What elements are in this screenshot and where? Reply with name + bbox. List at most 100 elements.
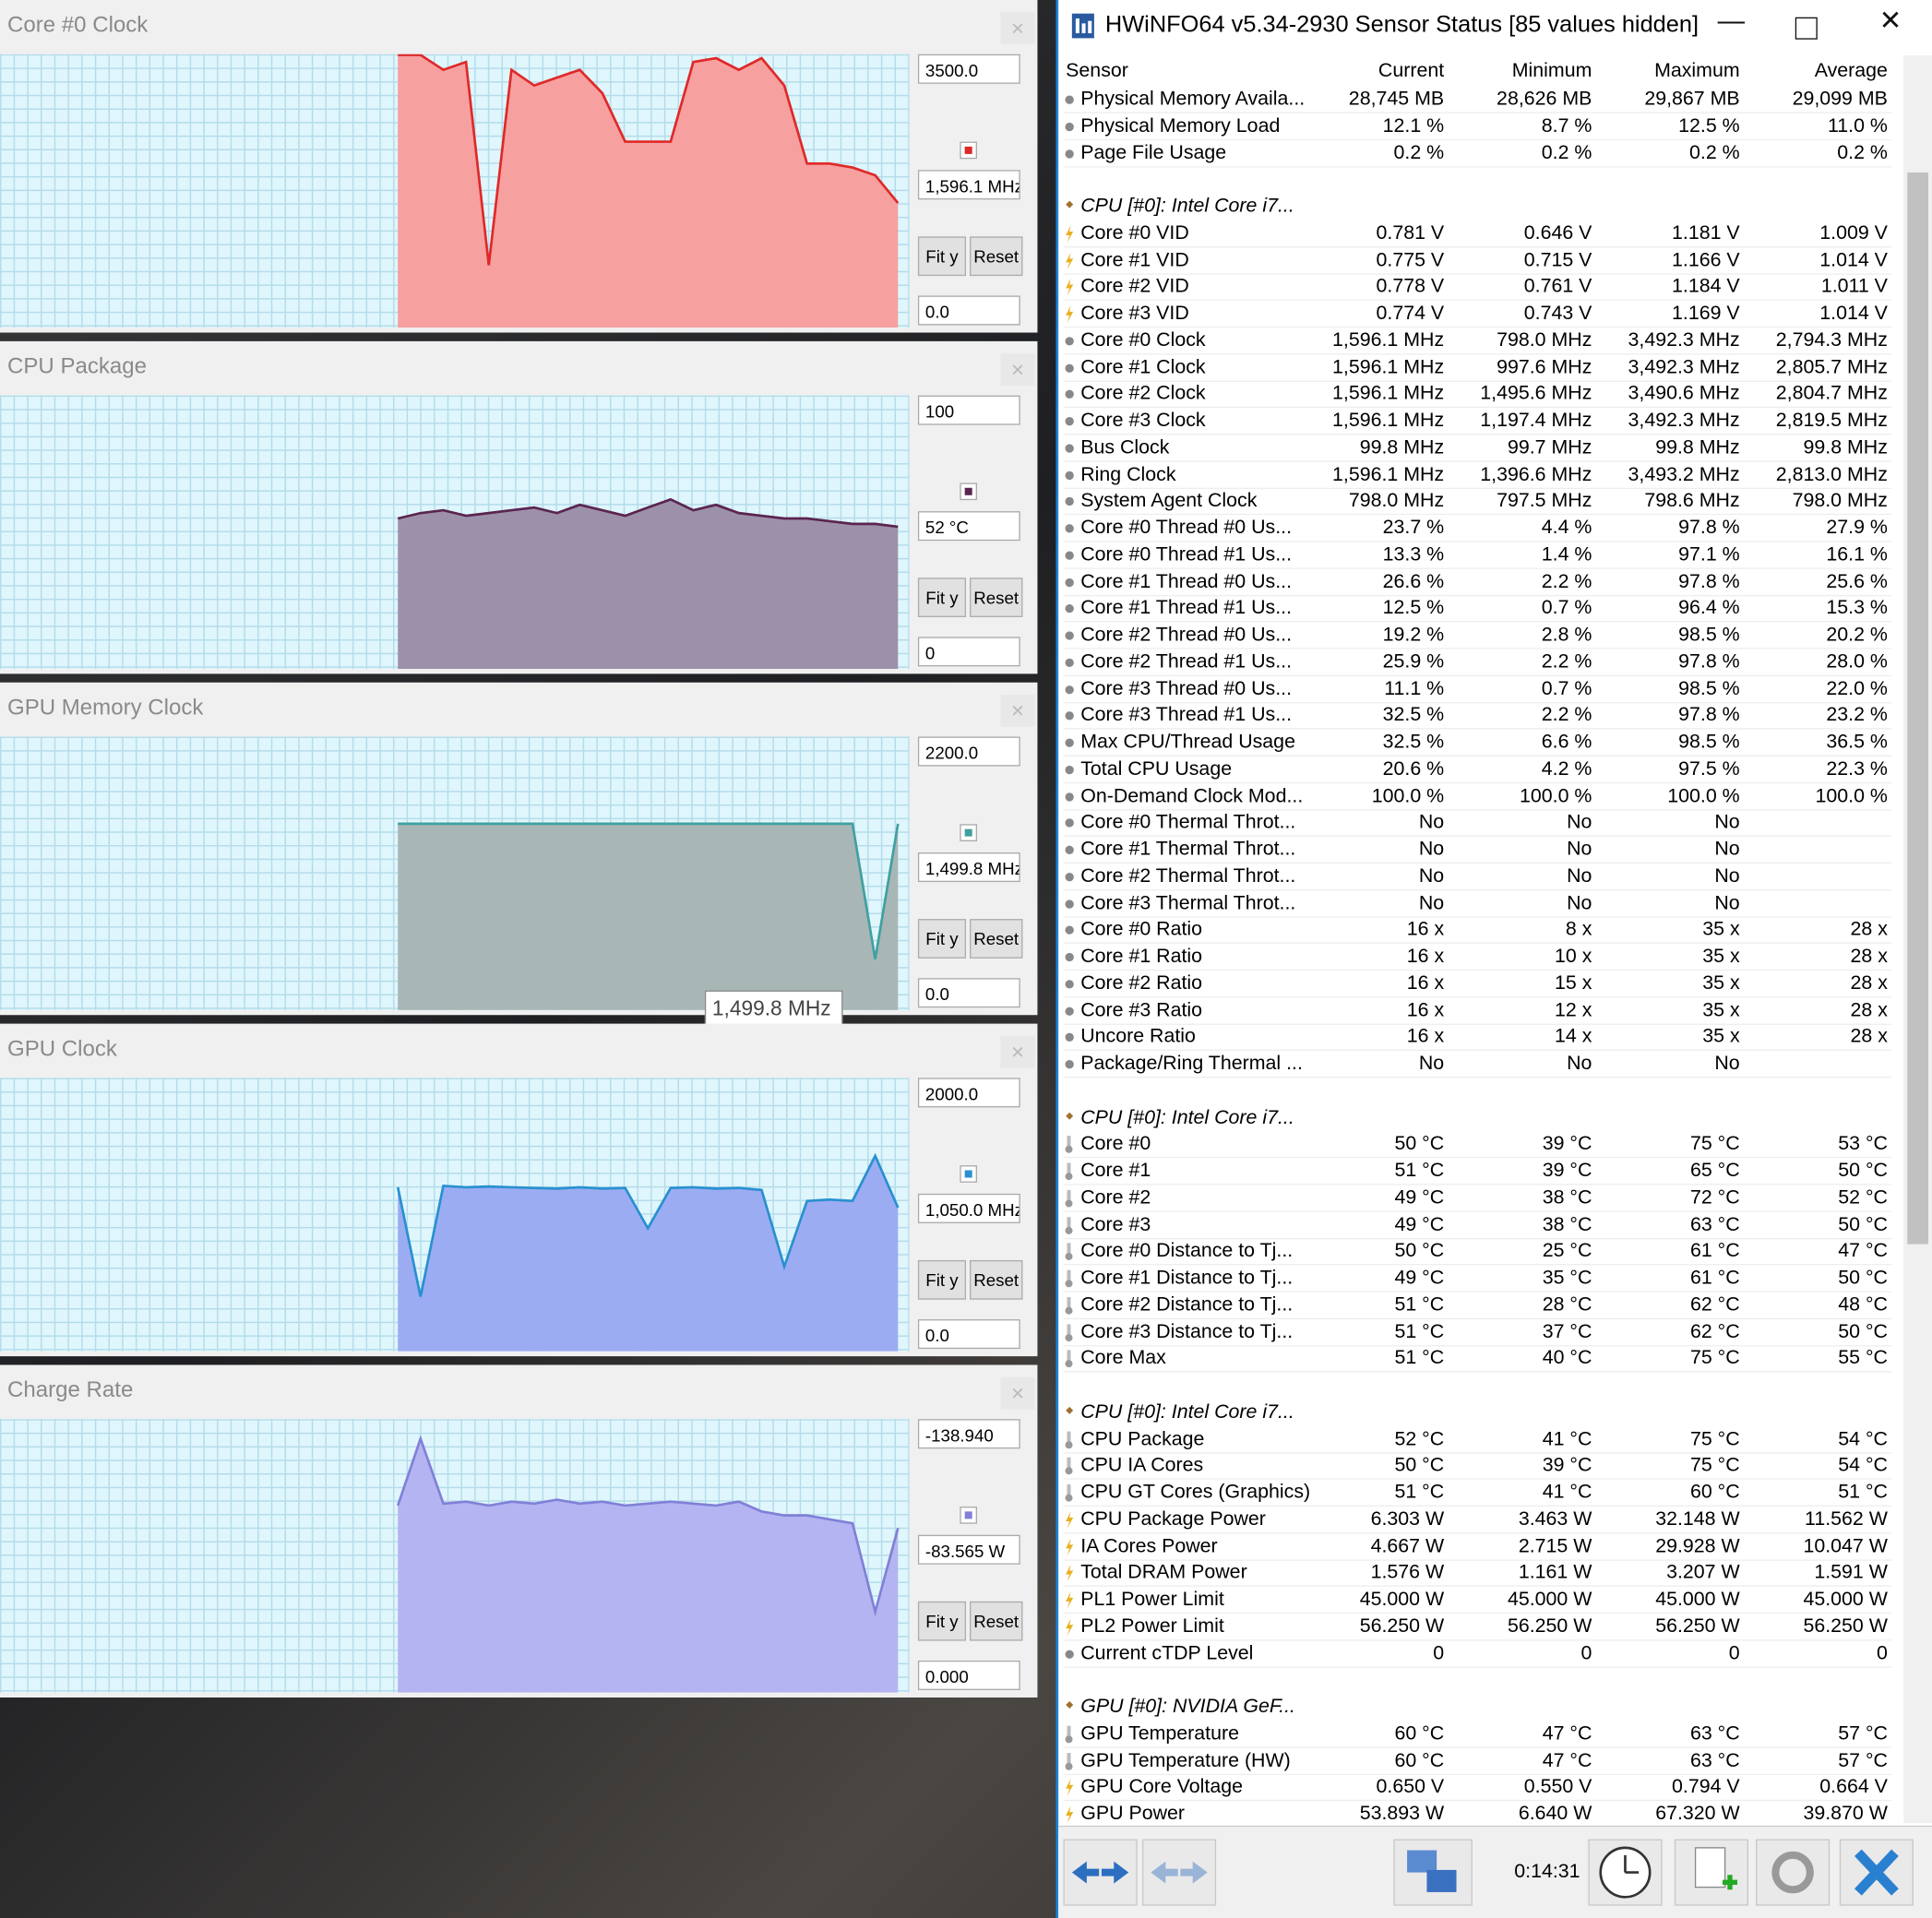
- report-button[interactable]: [1674, 1839, 1749, 1906]
- sensor-value: 1,197.4 MHz: [1480, 410, 1592, 432]
- sensor-icon: [1065, 578, 1074, 587]
- sensor-value: 1,596.1 MHz: [1332, 410, 1445, 432]
- sensor-value: 54 °C: [1838, 1428, 1888, 1449]
- exit-button[interactable]: [1839, 1839, 1914, 1906]
- graph-close[interactable]: ✕: [1000, 353, 1035, 386]
- max-box[interactable]: 100: [917, 395, 1020, 425]
- sensor-icon: [1065, 1136, 1073, 1154]
- reset-button[interactable]: Reset: [970, 1601, 1023, 1641]
- sensor-value: No: [1418, 812, 1445, 833]
- graph-close[interactable]: ✕: [1000, 695, 1035, 727]
- sensor-icon: [1065, 872, 1074, 882]
- sensor-value: 2.2 %: [1541, 570, 1592, 592]
- min-box[interactable]: 0.0: [917, 978, 1020, 1008]
- sensor-value: 2,804.7 MHz: [1775, 383, 1888, 405]
- close-button[interactable]: ✕: [1878, 5, 1902, 36]
- maximize-button[interactable]: [1795, 17, 1818, 40]
- current-box: 1,499.8 MHz: [917, 852, 1020, 883]
- row-separator: [1063, 835, 1891, 837]
- fit-button[interactable]: Fit y: [917, 919, 967, 959]
- network-button[interactable]: [1393, 1839, 1473, 1906]
- dot: [1065, 604, 1074, 614]
- sensor-value: 0.664 V: [1819, 1776, 1888, 1798]
- sensor-name: PL2 Power Limit: [1080, 1615, 1224, 1638]
- graph-close[interactable]: ✕: [1000, 1376, 1035, 1410]
- column-header[interactable]: Average: [1814, 60, 1888, 82]
- sensor-name: Core #2 Distance to Tj...: [1080, 1294, 1294, 1316]
- graph-close[interactable]: ✕: [1000, 12, 1035, 45]
- sensor-value: 50 °C: [1394, 1133, 1445, 1155]
- reset-button[interactable]: Reset: [970, 919, 1023, 959]
- fit-button[interactable]: Fit y: [917, 1259, 967, 1300]
- group-icon: [1066, 1700, 1074, 1710]
- max-box[interactable]: 2200.0: [917, 736, 1020, 767]
- sensor-icon: [1065, 497, 1074, 506]
- settings-button[interactable]: [1756, 1839, 1831, 1906]
- max-box[interactable]: 2000.0: [917, 1078, 1020, 1108]
- graph-line: [396, 1435, 900, 1617]
- sensor-icon: [1065, 444, 1074, 453]
- sensor-icon: [1065, 1725, 1073, 1744]
- fit-button[interactable]: Fit y: [917, 578, 967, 617]
- row-separator: [1063, 1157, 1891, 1159]
- column-header[interactable]: Minimum: [1511, 60, 1592, 82]
- nav-button[interactable]: [1063, 1839, 1138, 1906]
- dot: [1065, 471, 1074, 480]
- sensor-value: 45.000 W: [1803, 1589, 1888, 1611]
- dot: [1065, 631, 1074, 640]
- column-header[interactable]: Current: [1377, 60, 1445, 82]
- sensor-value: 67.320 W: [1655, 1803, 1740, 1825]
- dot: [1065, 738, 1074, 747]
- graph-close[interactable]: ✕: [1000, 1035, 1035, 1068]
- sensor-value: 98.5 %: [1678, 732, 1740, 753]
- reset-button[interactable]: Reset: [970, 236, 1023, 277]
- sensor-icon: [1065, 1189, 1073, 1208]
- sensor-value: 1.011 V: [1820, 276, 1888, 298]
- column-header[interactable]: Maximum: [1654, 60, 1740, 82]
- max-box[interactable]: -138.940: [917, 1419, 1020, 1449]
- thermo-bulb: [1065, 1360, 1073, 1368]
- sensor-value: No: [1567, 892, 1592, 914]
- nav-button[interactable]: [1141, 1839, 1217, 1906]
- row-separator: [1063, 352, 1891, 355]
- min-box[interactable]: 0.0: [917, 1319, 1020, 1350]
- thermo-bulb: [1065, 1333, 1073, 1341]
- sensor-icon: [1065, 765, 1074, 774]
- graph-title: Charge Rate: [7, 1376, 134, 1402]
- fit-button[interactable]: Fit y: [917, 236, 967, 277]
- sensor-value: 50 °C: [1838, 1160, 1888, 1182]
- sensor-name: Core #3 Thermal Throt...: [1080, 892, 1296, 914]
- timer: 0:14:31: [1514, 1861, 1580, 1883]
- sensor-value: 75 °C: [1689, 1428, 1740, 1449]
- toolbar: 0:14:31: [1058, 1825, 1932, 1918]
- fit-button[interactable]: Fit y: [917, 1601, 967, 1641]
- row-separator: [1063, 1371, 1891, 1373]
- thermo: [1067, 1136, 1071, 1150]
- sensor-value: 1,396.6 MHz: [1480, 463, 1592, 485]
- sensor-value: 52 °C: [1838, 1186, 1888, 1209]
- minimize-button[interactable]: —: [1717, 5, 1746, 36]
- row-separator: [1063, 245, 1891, 248]
- sensor-value: 1.181 V: [1672, 222, 1740, 244]
- sensor-value: 96.4 %: [1678, 597, 1740, 619]
- sensor-value: 51 °C: [1394, 1160, 1445, 1182]
- reset-button[interactable]: Reset: [970, 1259, 1023, 1300]
- thermo-bulb: [1065, 1762, 1073, 1770]
- sensor-value: 797.5 MHz: [1497, 490, 1592, 512]
- dot: [1065, 711, 1074, 721]
- clock-button[interactable]: [1588, 1839, 1663, 1906]
- scroll-thumb[interactable]: [1907, 172, 1928, 1245]
- column-header[interactable]: Sensor: [1066, 60, 1128, 82]
- min-box[interactable]: 0: [917, 637, 1020, 667]
- scrollbar[interactable]: [1903, 55, 1932, 1824]
- min-box[interactable]: 0.000: [917, 1660, 1020, 1690]
- min-box[interactable]: 0.0: [917, 295, 1020, 326]
- max-box[interactable]: 3500.0: [917, 54, 1020, 84]
- dot: [1065, 979, 1074, 989]
- reset-button[interactable]: Reset: [970, 578, 1023, 617]
- sensor-icon: [1065, 845, 1074, 855]
- graph-panel: GPU Memory Clock ✕ 1,499.8 MHz12:29:082200…: [0, 682, 1038, 1053]
- sensor-name: CPU Package Power: [1080, 1508, 1266, 1531]
- sensor-value: 35 x: [1702, 919, 1740, 941]
- sensor-name: Total CPU Usage: [1080, 758, 1233, 780]
